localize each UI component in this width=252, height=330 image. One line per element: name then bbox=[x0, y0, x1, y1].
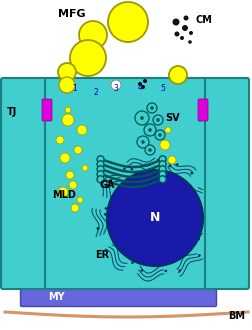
Circle shape bbox=[103, 213, 106, 216]
Text: 4: 4 bbox=[137, 82, 142, 91]
Circle shape bbox=[142, 79, 146, 83]
Circle shape bbox=[168, 66, 186, 84]
Circle shape bbox=[190, 172, 192, 175]
Circle shape bbox=[96, 227, 99, 230]
Circle shape bbox=[183, 16, 188, 20]
Text: BM: BM bbox=[227, 311, 244, 321]
Circle shape bbox=[108, 180, 111, 182]
Circle shape bbox=[141, 140, 144, 144]
FancyBboxPatch shape bbox=[1, 78, 49, 289]
Text: TJ: TJ bbox=[7, 107, 17, 117]
Circle shape bbox=[130, 168, 133, 171]
Text: MLD: MLD bbox=[52, 190, 76, 200]
Text: CM: CM bbox=[195, 15, 212, 25]
Circle shape bbox=[159, 156, 166, 163]
Circle shape bbox=[70, 40, 106, 76]
Circle shape bbox=[159, 161, 166, 168]
Circle shape bbox=[159, 140, 169, 150]
Text: MY: MY bbox=[48, 292, 64, 302]
Circle shape bbox=[108, 2, 147, 42]
Circle shape bbox=[97, 166, 104, 173]
Circle shape bbox=[97, 156, 104, 163]
Circle shape bbox=[178, 269, 180, 272]
Circle shape bbox=[66, 171, 74, 179]
Circle shape bbox=[155, 118, 159, 122]
Circle shape bbox=[163, 160, 166, 162]
Circle shape bbox=[154, 130, 164, 140]
Text: GA: GA bbox=[100, 180, 115, 190]
Circle shape bbox=[65, 107, 71, 113]
Text: 2: 2 bbox=[93, 87, 98, 96]
Circle shape bbox=[137, 82, 141, 86]
Circle shape bbox=[159, 166, 166, 173]
Circle shape bbox=[71, 204, 79, 212]
Circle shape bbox=[164, 270, 167, 272]
Circle shape bbox=[140, 116, 143, 120]
FancyBboxPatch shape bbox=[42, 99, 52, 121]
FancyBboxPatch shape bbox=[200, 78, 248, 289]
Circle shape bbox=[181, 25, 187, 31]
Text: MFG: MFG bbox=[58, 9, 85, 19]
Circle shape bbox=[168, 165, 170, 167]
Circle shape bbox=[167, 156, 175, 164]
Circle shape bbox=[146, 103, 156, 113]
Circle shape bbox=[131, 261, 133, 264]
Circle shape bbox=[164, 127, 170, 133]
Circle shape bbox=[69, 181, 77, 189]
Circle shape bbox=[97, 171, 104, 178]
Circle shape bbox=[123, 167, 125, 170]
Circle shape bbox=[158, 133, 161, 137]
Circle shape bbox=[107, 170, 202, 266]
Text: ER: ER bbox=[94, 250, 109, 260]
Circle shape bbox=[144, 164, 146, 166]
Circle shape bbox=[96, 227, 99, 230]
Circle shape bbox=[148, 128, 151, 132]
Circle shape bbox=[140, 85, 144, 89]
Text: 3: 3 bbox=[113, 83, 118, 92]
Circle shape bbox=[148, 148, 151, 152]
Circle shape bbox=[104, 207, 107, 210]
FancyBboxPatch shape bbox=[197, 99, 207, 121]
Circle shape bbox=[82, 165, 88, 171]
Circle shape bbox=[97, 176, 104, 183]
Circle shape bbox=[152, 115, 162, 125]
Circle shape bbox=[74, 146, 82, 154]
Circle shape bbox=[135, 111, 148, 125]
Text: 1: 1 bbox=[72, 83, 77, 92]
Circle shape bbox=[159, 171, 166, 178]
Circle shape bbox=[59, 77, 75, 93]
Circle shape bbox=[187, 40, 191, 44]
Circle shape bbox=[62, 114, 74, 126]
FancyBboxPatch shape bbox=[20, 285, 216, 307]
Circle shape bbox=[58, 63, 76, 81]
Text: N: N bbox=[149, 212, 160, 224]
Circle shape bbox=[77, 125, 87, 135]
Circle shape bbox=[58, 187, 68, 197]
Circle shape bbox=[159, 176, 166, 183]
Circle shape bbox=[60, 153, 70, 163]
Circle shape bbox=[97, 161, 104, 168]
Circle shape bbox=[179, 36, 183, 40]
Circle shape bbox=[174, 31, 179, 37]
Circle shape bbox=[156, 159, 159, 161]
Circle shape bbox=[140, 269, 143, 272]
Circle shape bbox=[188, 31, 192, 35]
Circle shape bbox=[172, 18, 179, 25]
Circle shape bbox=[56, 136, 64, 144]
Circle shape bbox=[175, 163, 178, 166]
Text: 5: 5 bbox=[160, 83, 165, 92]
Circle shape bbox=[197, 254, 200, 257]
Circle shape bbox=[150, 106, 153, 110]
Text: SV: SV bbox=[164, 113, 179, 123]
Circle shape bbox=[105, 184, 108, 187]
Circle shape bbox=[143, 124, 155, 136]
Circle shape bbox=[144, 145, 154, 155]
Circle shape bbox=[111, 80, 120, 90]
FancyBboxPatch shape bbox=[45, 78, 204, 289]
Circle shape bbox=[77, 197, 83, 203]
Circle shape bbox=[79, 21, 107, 49]
Circle shape bbox=[137, 136, 148, 148]
